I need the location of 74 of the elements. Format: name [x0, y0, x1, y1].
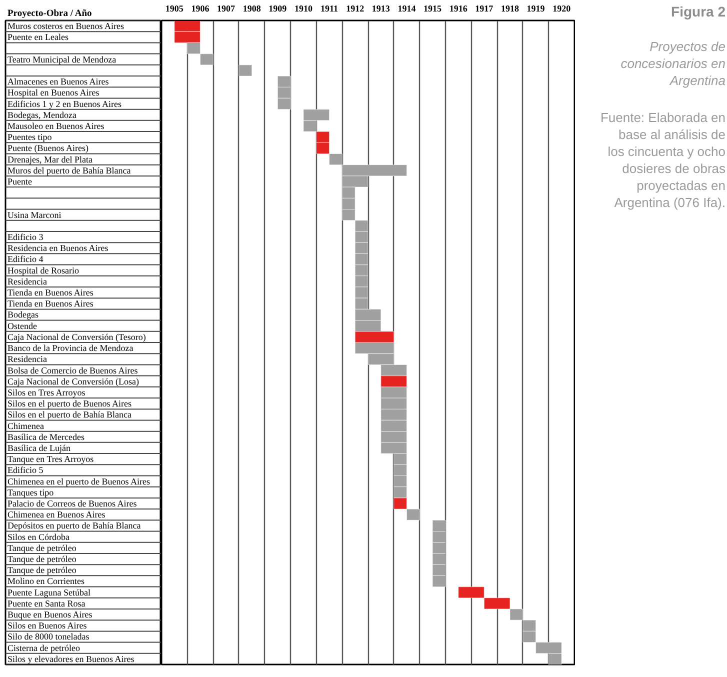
y-tick-label: Puente en Santa Rosa	[8, 598, 86, 608]
y-tick-label: Basílica de Luján	[8, 442, 71, 453]
y-tick-label: Muros costeros en Buenos Aires	[8, 21, 124, 32]
x-tick-label: 1908	[242, 4, 262, 14]
y-tick-label: Residencia	[8, 354, 47, 364]
y-tick-label: Cisterna de petróleo	[8, 642, 80, 653]
y-tick-label: Silo de 8000 toneladas	[8, 632, 90, 642]
y-tick-label: Mausoleo en Buenos Aires	[8, 120, 105, 131]
x-tick-label: 1914	[398, 4, 416, 14]
text: Proyectos de concesionarios en Argentina	[620, 39, 726, 88]
y-tick-label: Bolsa de Comercio de Buenos Aires	[8, 365, 138, 376]
y-tick-label: Edificios 1 y 2 en Buenos Aires	[8, 98, 122, 109]
y-tick-label: Almacenes en Buenos Aires	[8, 76, 110, 87]
x-tick-label: 1915	[424, 4, 442, 14]
y-tick-label: Bodegas	[8, 310, 39, 320]
y-tick-label: Hospital de Rosario	[8, 265, 80, 276]
bar	[238, 64, 252, 76]
y-tick-label: Tienda en Buenos Aires	[8, 288, 94, 298]
source-note: Fuente: Elaborada en base al análisis de los cincuenta y ocho dosieres de obras proyectadas en Argentina (076 Ifa).	[600, 110, 726, 210]
y-tick-label: Silos en el puerto de Buenos Aires	[8, 398, 132, 409]
x-tick-label: 1911	[320, 4, 339, 14]
y-tick-label: Tanque de petróleo	[8, 542, 77, 553]
y-tick-label: Buque en Buenos Aires	[8, 610, 93, 620]
y-tick-label: Silos en Buenos Aires	[8, 620, 88, 631]
y-tick-label: Caja Nacional de Conversión (Tesoro)	[8, 332, 146, 342]
y-tick-label: Edificio 5	[8, 465, 44, 476]
y-tick-label: Tanques tipo	[8, 487, 54, 498]
y-tick-label: Residencia	[8, 276, 47, 286]
y-tick-label: Palacio de Correos de Buenos Aires	[8, 498, 138, 508]
x-tick-label: 1919	[526, 4, 546, 14]
y-tick-label: Caja Nacional de Conversión (Losa)	[8, 376, 139, 386]
y-tick-label: Bodegas, Mendoza	[8, 110, 76, 120]
x-tick-label: 1909	[268, 4, 288, 14]
x-tick-label: 1910	[294, 4, 313, 14]
y-tick-label: Tienda en Buenos Aires	[8, 298, 94, 309]
y-tick-label: Drenajes, Mar del Plata	[8, 154, 92, 164]
y-tick-label: Silos en Córdoba	[8, 532, 70, 542]
y-tick-label: Usina Marconi	[8, 210, 62, 220]
y-tick-label: Tanque de petróleo	[8, 554, 77, 564]
y-tick-label: Silos en el puerto de Bahía Blanca	[8, 410, 132, 420]
x-tick-label: 1916	[449, 4, 468, 14]
y-tick-label: Teatro Municipal de Mendoza	[8, 54, 116, 64]
y-tick-label: Chimenea en Buenos Aires	[8, 510, 106, 520]
y-tick-label: Puente	[8, 176, 32, 186]
y-tick-label: Ostende	[8, 320, 37, 331]
x-tick-label: 1906	[191, 4, 210, 14]
y-tick-label: Tanque de petróleo	[8, 565, 77, 576]
y-tick-label: Puente Laguna Setúbal	[8, 587, 91, 598]
y-tick-label: Silos y elevadores en Buenos Aires	[8, 654, 135, 664]
y-tick-label: Tanque en Tres Arroyos	[8, 454, 94, 464]
y-tick-label: Residencia en Buenos Aires	[8, 243, 109, 254]
y-tick-label: Basílica de Mercedes	[8, 432, 85, 442]
y-tick-label: Edificio 3	[8, 232, 44, 242]
x-tick-label: 1920	[552, 4, 572, 14]
x-tick-label: 1913	[372, 4, 390, 14]
y-tick-label: Banco de la Provincia de Mendoza	[8, 343, 134, 354]
y-tick-label: Silos en Tres Arroyos	[8, 387, 86, 398]
x-tick-label: 1918	[500, 4, 520, 14]
y-tick-label: Chimenea en el puerto de Buenos Aires	[8, 476, 150, 486]
y-tick-label: Chimenea	[8, 420, 44, 431]
y-axis-title: Proyecto-Obra / Año	[8, 9, 92, 19]
x-tick-label: 1907	[217, 4, 236, 14]
y-tick-label: Depósitos en puerto de Bahía Blanca	[8, 520, 141, 531]
y-tick-label: Molino en Corrientes	[8, 576, 85, 586]
y-tick-label: Hospital en Buenos Aires	[8, 88, 100, 98]
y-tick-label: Edificio 4	[8, 254, 44, 264]
y-tick-label: Puente en Leales	[8, 32, 69, 42]
y-tick-label: Puentes tipo	[8, 132, 52, 142]
y-tick-label: Muros del puerto de Bahía Blanca	[8, 165, 131, 176]
x-tick-label: 1917	[475, 4, 494, 14]
text: Figura 2	[671, 4, 726, 20]
x-tick-label: 1905	[165, 4, 184, 14]
y-tick-label: Puente (Buenos Aires)	[8, 143, 88, 154]
x-tick-label: 1912	[346, 4, 365, 14]
